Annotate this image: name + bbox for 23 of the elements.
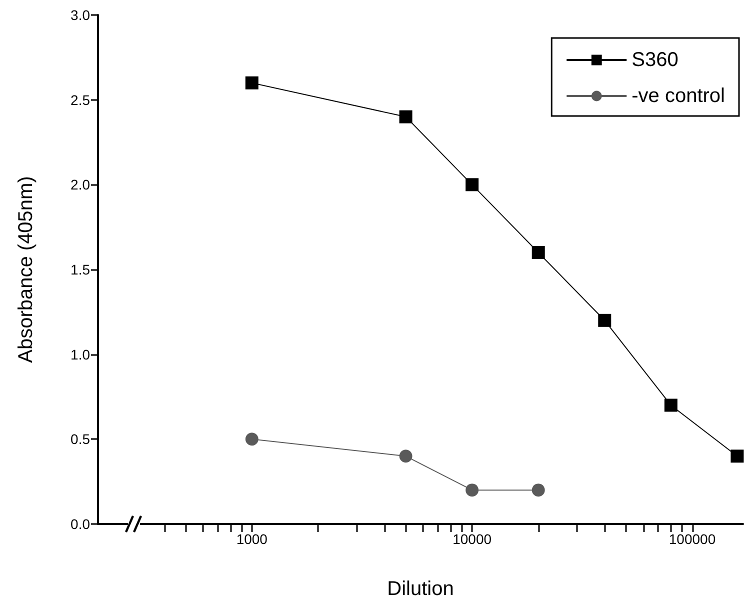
point xyxy=(532,484,545,497)
x-tick-label: 100000 xyxy=(668,531,716,547)
point xyxy=(466,178,479,192)
point xyxy=(466,484,479,497)
y-tick-label: 3.0 xyxy=(70,7,90,23)
y-tick-label: 1.5 xyxy=(70,262,90,278)
y-tick-label: 2.0 xyxy=(70,176,90,193)
y-axis-title: Absorbance (405nm) xyxy=(15,176,37,363)
point xyxy=(664,398,678,412)
point xyxy=(399,110,412,124)
y-tick-label: 0.0 xyxy=(70,516,90,532)
x-axis-title: Dilution xyxy=(387,578,454,600)
legend-label: -ve control xyxy=(632,85,726,107)
legend-label: S360 xyxy=(632,49,678,71)
y-tick-label: 0.5 xyxy=(70,431,90,448)
x-tick-label: 10000 xyxy=(452,531,492,547)
y-tick-label: 1.0 xyxy=(70,346,90,362)
y-tick-label: 2.5 xyxy=(70,92,90,108)
point xyxy=(598,314,612,327)
point xyxy=(730,450,744,463)
point xyxy=(399,450,412,463)
x-tick-label: 1000 xyxy=(236,531,268,547)
point xyxy=(532,246,545,260)
